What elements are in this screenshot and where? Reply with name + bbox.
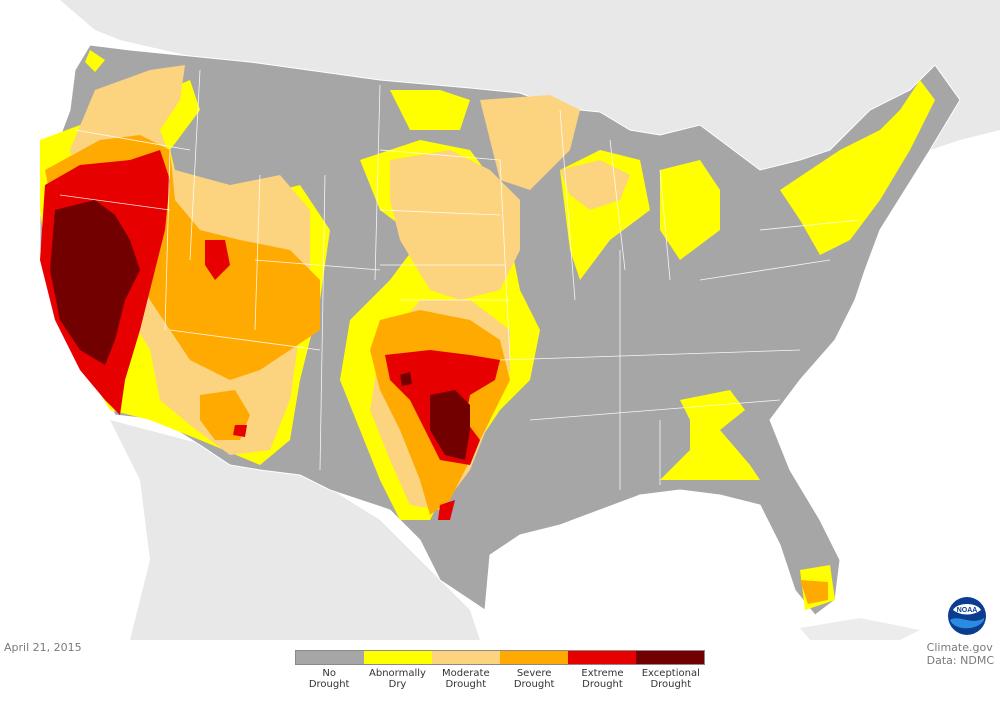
date-label: April 21, 2015 <box>4 641 82 654</box>
legend-swatch <box>500 651 568 664</box>
legend-label-line2: Drought <box>445 679 487 690</box>
exceptional-drought-areas <box>50 200 470 460</box>
legend-label: Exceptional Drought <box>637 668 705 690</box>
legend-swatch <box>432 651 500 664</box>
credit-block: Climate.gov Data: NDMC <box>927 641 994 667</box>
legend-label: Severe Drought <box>500 668 568 690</box>
legend-labels: No Drought Abnormally Dry Moderate Drought Sev… <box>295 668 705 690</box>
data-credit: Data: NDMC <box>926 654 994 667</box>
legend-label-line1: No <box>322 668 336 679</box>
legend-label-line2: Drought <box>650 679 692 690</box>
legend-label-line1: Abnormally <box>369 668 426 679</box>
legend-swatch <box>296 651 364 664</box>
legend-label: Moderate Drought <box>432 668 500 690</box>
legend-label: No Drought <box>295 668 363 690</box>
legend-label-line1: Severe <box>516 668 552 679</box>
legend-label-line1: Moderate <box>442 668 490 679</box>
noaa-logo: NOAA <box>948 597 986 635</box>
legend-label: Extreme Drought <box>568 668 636 690</box>
us-drought-map <box>40 0 1000 640</box>
legend-label-line2: Drought <box>582 679 623 690</box>
legend-label-line2: Dry <box>388 679 407 690</box>
legend-label: Abnormally Dry <box>363 668 431 690</box>
legend-label-line2: Drought <box>513 679 555 690</box>
legend: No Drought Abnormally Dry Moderate Drought Sev… <box>295 650 705 690</box>
legend-label-line2: Drought <box>308 679 350 690</box>
legend-swatch <box>636 651 704 664</box>
legend-swatch <box>364 651 432 664</box>
state-boundaries <box>59 69 861 490</box>
legend-label-line1: Extreme <box>581 668 624 679</box>
legend-swatch <box>568 651 636 664</box>
mexico-landmass <box>110 420 480 640</box>
legend-label-line1: Exceptional <box>641 668 700 679</box>
cuba-landmass <box>800 618 920 640</box>
legend-swatches <box>295 650 705 665</box>
noaa-logo-text: NOAA <box>957 607 978 614</box>
site-credit: Climate.gov <box>926 641 993 654</box>
